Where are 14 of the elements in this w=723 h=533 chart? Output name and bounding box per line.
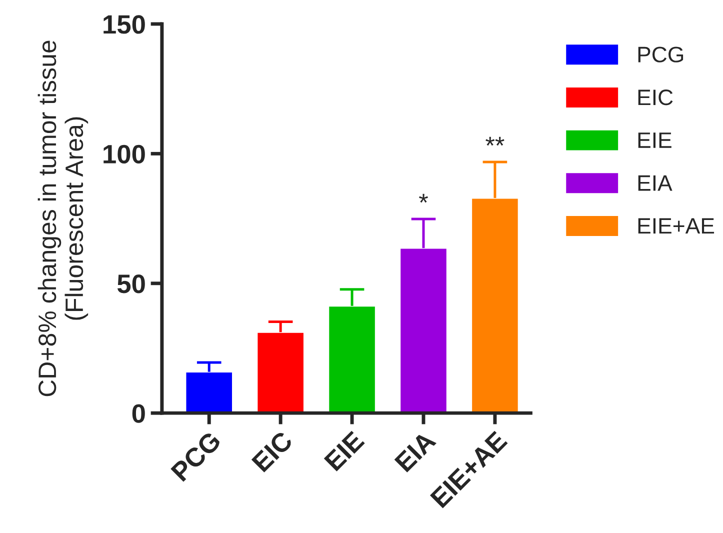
y-tick-label: 100 bbox=[104, 144, 145, 164]
x-tick-label: EIE bbox=[324, 430, 365, 472]
annotation: ** bbox=[486, 136, 504, 146]
annotation: * bbox=[419, 194, 428, 203]
legend-label: EIE+AE bbox=[638, 218, 714, 234]
legend-label: EIE bbox=[638, 132, 672, 148]
legend-label: PCG bbox=[638, 46, 684, 62]
x-tick-label: EIC bbox=[251, 430, 294, 473]
y-axis-title: CD+8% changes in tumor tissue (Fluorescent Area) bbox=[38, 40, 88, 396]
legend-label: EIC bbox=[638, 90, 673, 106]
y-tick-label: 0 bbox=[132, 404, 145, 423]
y-tick-label: 50 bbox=[117, 274, 145, 294]
y-tick-label: 150 bbox=[104, 15, 145, 34]
legend-label: EIA bbox=[638, 175, 672, 191]
